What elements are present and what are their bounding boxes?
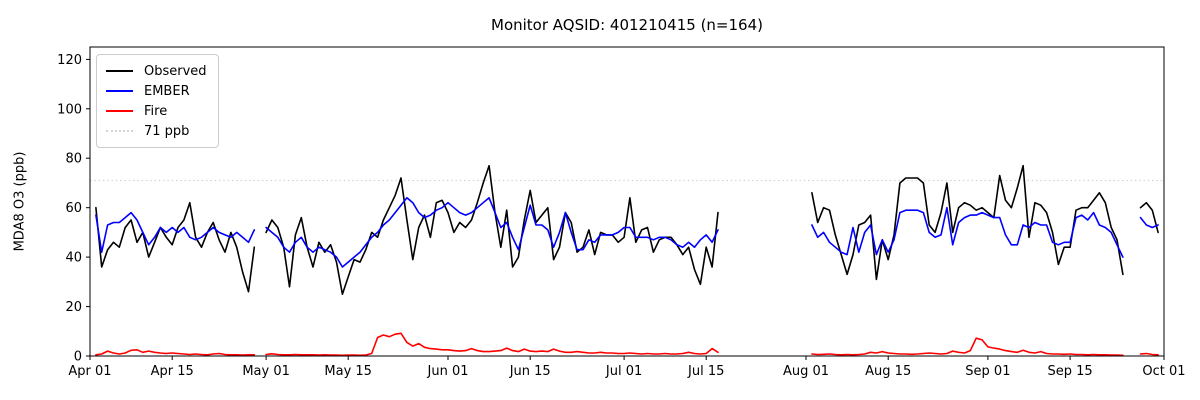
- x-tick-label: Oct 01: [1142, 364, 1185, 379]
- legend-item-threshold: 71 ppb: [106, 121, 207, 141]
- x-tick-label: Jun 01: [427, 364, 469, 379]
- legend-label: Observed: [144, 63, 207, 79]
- x-tick-label: Jul 01: [605, 364, 642, 379]
- y-tick-label: 40: [65, 251, 82, 266]
- x-tick-label: Apr 15: [151, 364, 194, 379]
- legend-item-ember: EMBER: [106, 81, 207, 101]
- y-tick-label: 100: [57, 102, 82, 117]
- fire-line-sample: [106, 110, 133, 112]
- x-tick-label: Sep 15: [1048, 364, 1093, 379]
- plot-frame: [89, 46, 1165, 357]
- legend-item-observed: Observed: [106, 61, 207, 81]
- x-tick-label: Apr 01: [68, 364, 111, 379]
- legend-label: Fire: [144, 103, 168, 119]
- legend: Observed EMBER Fire 71 ppb: [96, 54, 219, 148]
- legend-item-fire: Fire: [106, 101, 207, 121]
- threshold-line-sample: [106, 130, 133, 132]
- chart-title: Monitor AQSID: 401210415 (n=164): [491, 16, 763, 34]
- y-tick-label: 20: [65, 300, 82, 315]
- series-observed-line: [95, 164, 1159, 295]
- x-tick-label: May 01: [242, 364, 290, 379]
- legend-label: EMBER: [144, 83, 190, 99]
- series-fire-line: [95, 332, 1159, 357]
- y-tick-label: 120: [57, 53, 82, 68]
- x-tick-label: Sep 01: [965, 364, 1010, 379]
- series-ember-line: [95, 197, 1159, 268]
- y-tick-label: 0: [74, 350, 82, 365]
- y-tick-label: 80: [65, 152, 82, 167]
- x-tick-label: Jul 15: [687, 364, 724, 379]
- legend-label: 71 ppb: [144, 123, 190, 139]
- x-tick-label: Aug 01: [783, 364, 829, 379]
- x-tick-label: May 15: [324, 364, 372, 379]
- ember-line-sample: [106, 90, 133, 92]
- observed-line-sample: [106, 70, 133, 72]
- x-tick-label: Jun 15: [509, 364, 551, 379]
- y-tick-label: 60: [65, 201, 82, 216]
- x-tick-label: Aug 15: [865, 364, 911, 379]
